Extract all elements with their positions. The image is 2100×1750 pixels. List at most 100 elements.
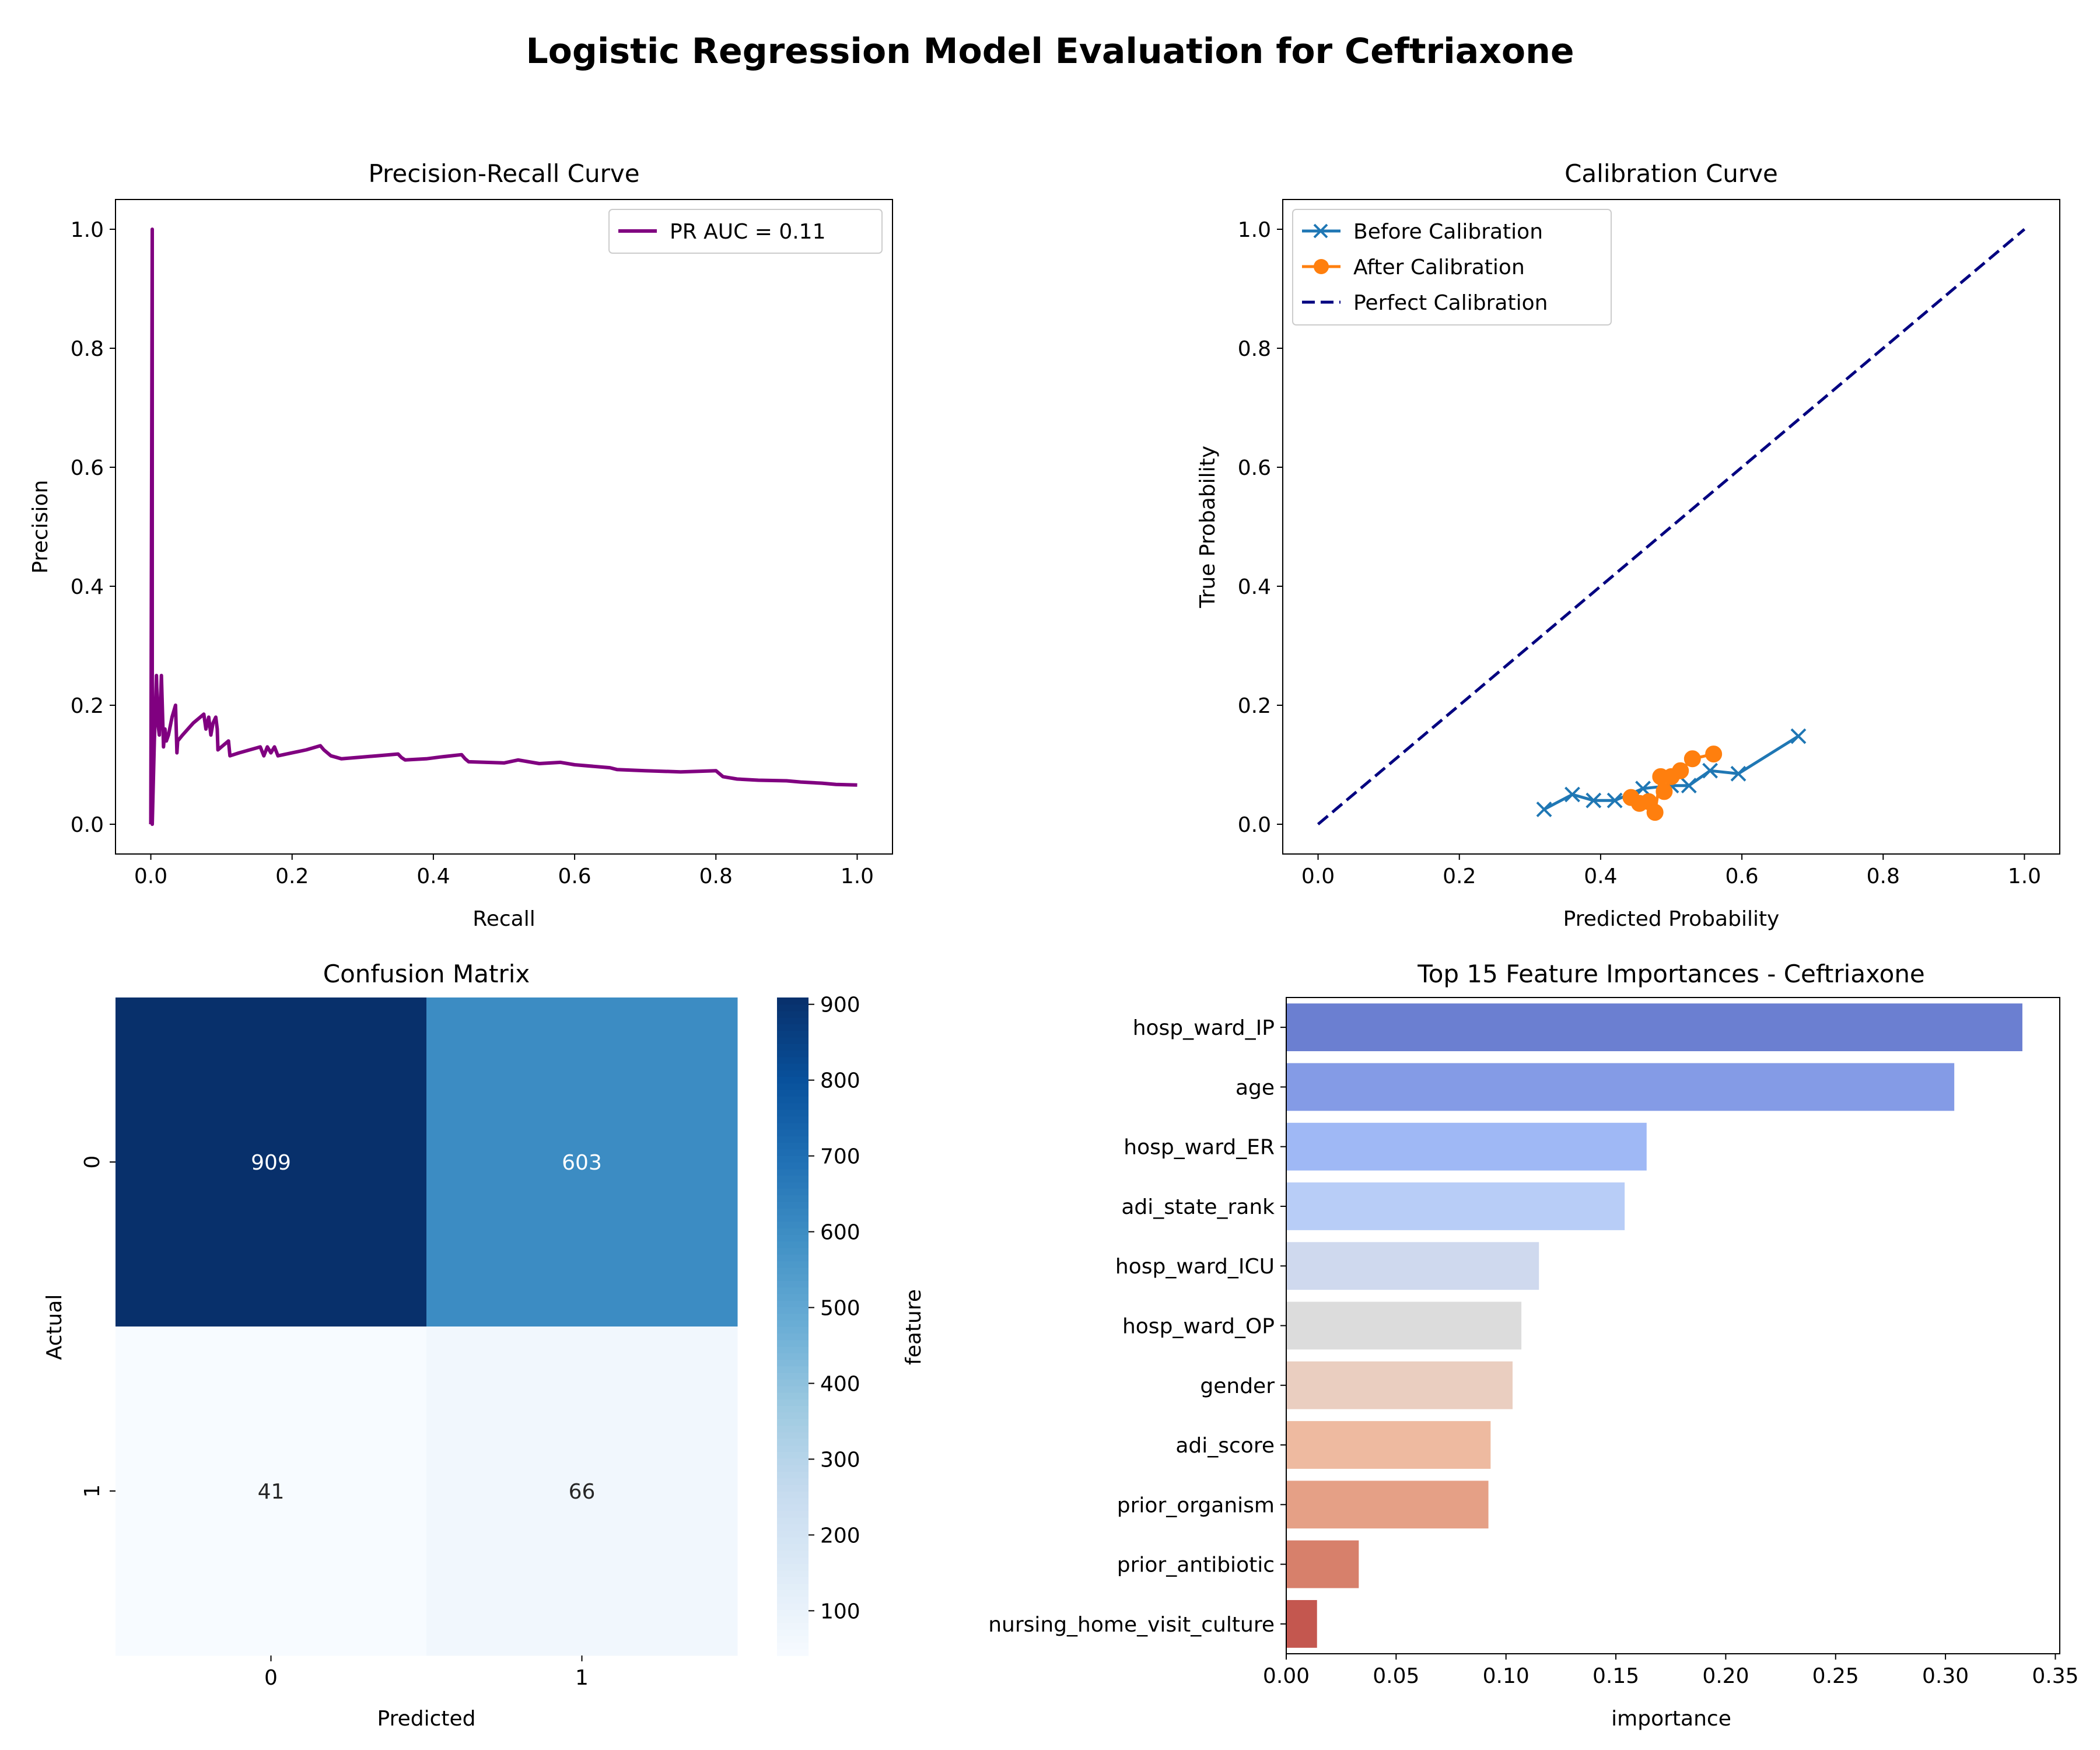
cm-colorbar-tick-label: 600 bbox=[820, 1221, 860, 1245]
cm-colorbar-segment bbox=[777, 1464, 808, 1472]
cm-colorbar-segment bbox=[777, 1517, 808, 1525]
cm-panel: Confusion Matrix 909 603 41 66 0 1 0 1 Predict… bbox=[43, 960, 926, 1731]
fi-bar bbox=[1286, 1063, 1955, 1111]
fi-xtick-label: 0.35 bbox=[2032, 1664, 2078, 1688]
cm-colorbar-segment bbox=[777, 1300, 808, 1307]
cal-point-marker bbox=[1705, 746, 1723, 763]
cm-colorbar-segment bbox=[777, 1570, 808, 1577]
cm-colorbar-segment bbox=[777, 1563, 808, 1571]
pr-title: Precision-Recall Curve bbox=[368, 159, 639, 188]
cm-colorbar-segment bbox=[777, 1596, 808, 1604]
cm-colorbar-segment bbox=[777, 1622, 808, 1630]
cm-colorbar-segment bbox=[777, 1432, 808, 1439]
cm-title: Confusion Matrix bbox=[323, 960, 530, 988]
cm-colorbar-segment bbox=[777, 1195, 808, 1202]
fi-axes-frame bbox=[1286, 997, 2060, 1654]
cm-cell bbox=[426, 1326, 738, 1656]
cm-colorbar-segment bbox=[777, 1313, 808, 1321]
cm-colorbar-segment bbox=[777, 1043, 808, 1051]
cm-colorbar-segment bbox=[777, 1372, 808, 1380]
cm-colorbar-segment bbox=[777, 1359, 808, 1367]
cm-colorbar-segment bbox=[777, 1063, 808, 1070]
cal-point-marker bbox=[1790, 728, 1807, 744]
cm-colorbar-tick-label: 400 bbox=[820, 1372, 860, 1396]
cal-ytick-label: 0.2 bbox=[1238, 694, 1271, 718]
cm-xtick-label: 0 bbox=[264, 1666, 278, 1690]
fi-bar bbox=[1286, 1003, 2022, 1052]
pr-ylabel: Precision bbox=[29, 480, 52, 574]
pr-axes-frame bbox=[115, 199, 893, 855]
fi-bar bbox=[1286, 1301, 1522, 1350]
cm-colorbar-tick-label: 100 bbox=[820, 1600, 860, 1623]
cm-colorbar-segment bbox=[777, 1438, 808, 1446]
cal-ytick-label: 0.8 bbox=[1238, 337, 1271, 361]
pr-ytick-label: 0.4 bbox=[71, 575, 104, 599]
cal-point-marker bbox=[1730, 765, 1746, 782]
fi-category-label: adi_score bbox=[1175, 1434, 1275, 1458]
cm-colorbar-segment bbox=[777, 1050, 808, 1058]
cm-colorbar-segment bbox=[777, 1030, 808, 1038]
fi-xtick-label: 0.20 bbox=[1702, 1664, 1749, 1688]
cm-colorbar-segment bbox=[777, 1425, 808, 1433]
cm-colorbar: 100 200 300 400 500 600 700 800 900 bbox=[777, 993, 860, 1656]
cm-colorbar-segment bbox=[777, 1636, 808, 1643]
cm-cell-value: 41 bbox=[258, 1480, 285, 1504]
cm-colorbar-segment bbox=[777, 1491, 808, 1499]
fi-xtick-label: 0.10 bbox=[1483, 1664, 1530, 1688]
cm-colorbar-segment bbox=[777, 1339, 808, 1347]
cal-legend-label: Perfect Calibration bbox=[1353, 291, 1548, 315]
cm-colorbar-segment bbox=[777, 1168, 808, 1176]
cm-colorbar-segment bbox=[777, 1536, 808, 1545]
cm-xlabel: Predicted bbox=[377, 1707, 476, 1731]
cal-xtick-label: 0.2 bbox=[1443, 864, 1476, 888]
cm-colorbar-segment bbox=[777, 1261, 808, 1268]
pr-xtick-label: 0.6 bbox=[558, 864, 591, 888]
cm-colorbar-segment bbox=[777, 1155, 808, 1163]
fi-panel: Top 15 Feature Importances - Ceftriaxone… bbox=[988, 960, 2078, 1731]
cm-ytick-label: 0 bbox=[80, 1156, 104, 1169]
cm-colorbar-segment bbox=[777, 1129, 808, 1136]
cm-colorbar-segment bbox=[777, 1583, 808, 1590]
cm-colorbar-tick-label: 800 bbox=[820, 1069, 860, 1093]
fi-bar bbox=[1286, 1540, 1359, 1588]
cm-colorbar-tick-label: 500 bbox=[820, 1297, 860, 1321]
cm-colorbar-segment bbox=[777, 1471, 808, 1479]
cm-colorbar-tick-label: 300 bbox=[820, 1448, 860, 1472]
cm-colorbar-segment bbox=[777, 1234, 808, 1242]
cal-legend: Before Calibration After Calibration Perfe… bbox=[1292, 209, 1612, 326]
cm-colorbar-segment bbox=[777, 1293, 808, 1301]
cal-xtick-label: 0.8 bbox=[1867, 864, 1900, 888]
cm-colorbar-segment bbox=[777, 1556, 808, 1564]
cm-cell-value: 66 bbox=[569, 1480, 596, 1504]
cm-colorbar-segment bbox=[777, 1412, 808, 1419]
cm-colorbar-segment bbox=[777, 1083, 808, 1090]
pr-ytick-label: 0.0 bbox=[71, 813, 104, 837]
pr-xtick-label: 0.2 bbox=[275, 864, 309, 888]
fi-bar bbox=[1286, 1361, 1513, 1409]
cal-ylabel: True Probability bbox=[1196, 446, 1220, 608]
cm-colorbar-segment bbox=[777, 1326, 808, 1334]
cm-colorbar-segment bbox=[777, 1116, 808, 1124]
fi-bar bbox=[1286, 1182, 1625, 1230]
cal-legend-label: Before Calibration bbox=[1353, 220, 1543, 244]
fi-xlabel: importance bbox=[1611, 1707, 1731, 1731]
cm-colorbar-segment bbox=[777, 1510, 808, 1518]
cm-cell bbox=[116, 998, 427, 1327]
fi-xtick-label: 0.00 bbox=[1263, 1664, 1310, 1688]
cal-axes-frame bbox=[1282, 199, 2060, 855]
cm-colorbar-segment bbox=[777, 1247, 808, 1255]
cm-colorbar-segment bbox=[777, 1089, 808, 1097]
cm-colorbar-segment bbox=[777, 1149, 808, 1156]
cm-colorbar-segment bbox=[777, 1392, 808, 1399]
pr-ytick-label: 0.6 bbox=[71, 456, 104, 480]
fi-xtick-label: 0.05 bbox=[1373, 1664, 1419, 1688]
pr-panel: Precision-Recall Curve 0.0 0.2 0.4 0.6 0.8 1.… bbox=[29, 159, 893, 931]
cm-colorbar-segment bbox=[777, 1478, 808, 1485]
cm-colorbar-segment bbox=[777, 1504, 808, 1511]
cal-point-marker bbox=[1681, 778, 1697, 794]
cm-colorbar-segment bbox=[777, 1208, 808, 1216]
cm-colorbar-segment bbox=[777, 1135, 808, 1143]
cm-xtick-label: 1 bbox=[575, 1666, 589, 1690]
cm-colorbar-segment bbox=[777, 1017, 808, 1024]
